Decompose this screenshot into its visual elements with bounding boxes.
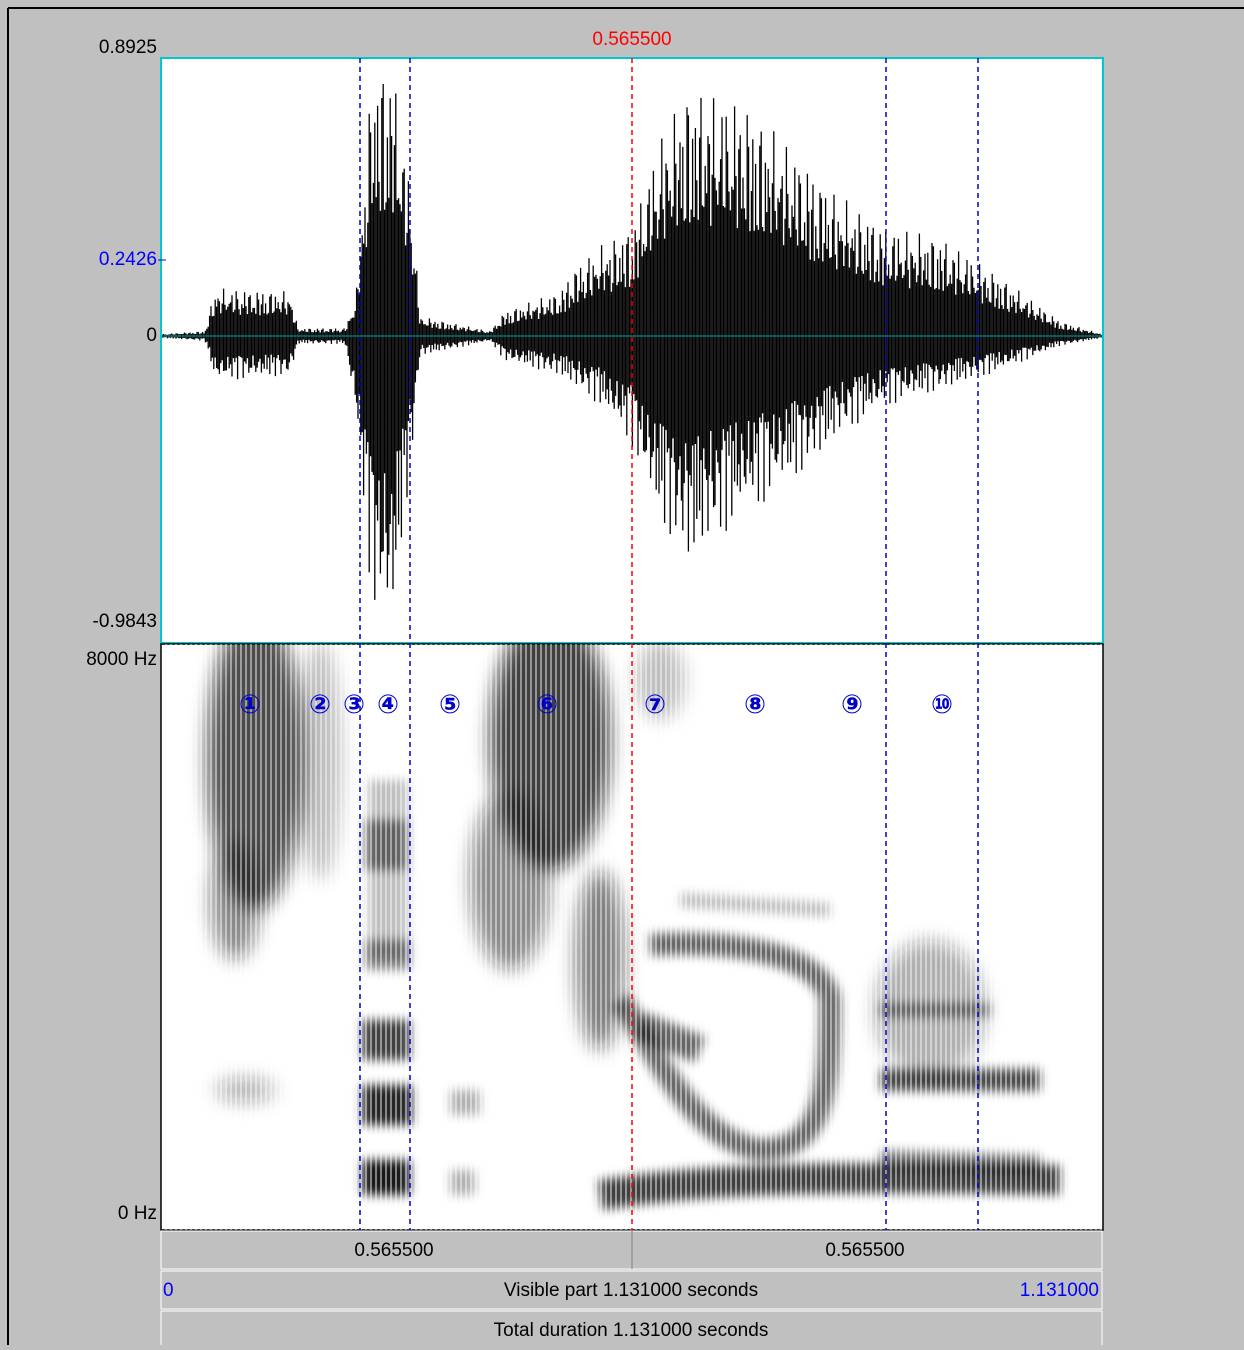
y-label: 0.2426 xyxy=(99,249,157,270)
y-label: -0.9843 xyxy=(93,611,157,632)
segment-label: ④ xyxy=(377,689,399,719)
freq-label: 0 Hz xyxy=(118,1203,157,1224)
time-bar-text: 0.565500 xyxy=(825,1240,904,1261)
time-bar-text: 0.565500 xyxy=(354,1240,433,1261)
segment-label: ② xyxy=(309,689,331,719)
visible-text: Visible part 1.131000 seconds xyxy=(504,1280,758,1301)
segment-label: ⑦ xyxy=(644,689,666,719)
segment-label: ⑥ xyxy=(536,689,558,719)
freq-label: 8000 Hz xyxy=(86,649,157,670)
cursor-time: 0.565500 xyxy=(592,29,671,50)
praat-window: 0.565500 0.8925 0.2426 0 -0.9843 8000 Hz… xyxy=(0,0,1244,1345)
y-label: 0.8925 xyxy=(99,37,157,58)
visible-start: 0 xyxy=(163,1280,174,1301)
visible-end: 1.131000 xyxy=(1020,1280,1099,1301)
segment-label: ① xyxy=(239,689,261,719)
spectrogram xyxy=(162,610,1103,1230)
y-label: 0 xyxy=(146,325,157,346)
segment-label: ⑩ xyxy=(931,689,953,719)
segment-label: ⑧ xyxy=(744,689,766,719)
segment-label: ③ xyxy=(343,689,365,719)
segment-label: ⑤ xyxy=(439,689,461,719)
total-text: Total duration 1.131000 seconds xyxy=(494,1320,769,1341)
segment-label: ⑨ xyxy=(841,689,863,719)
